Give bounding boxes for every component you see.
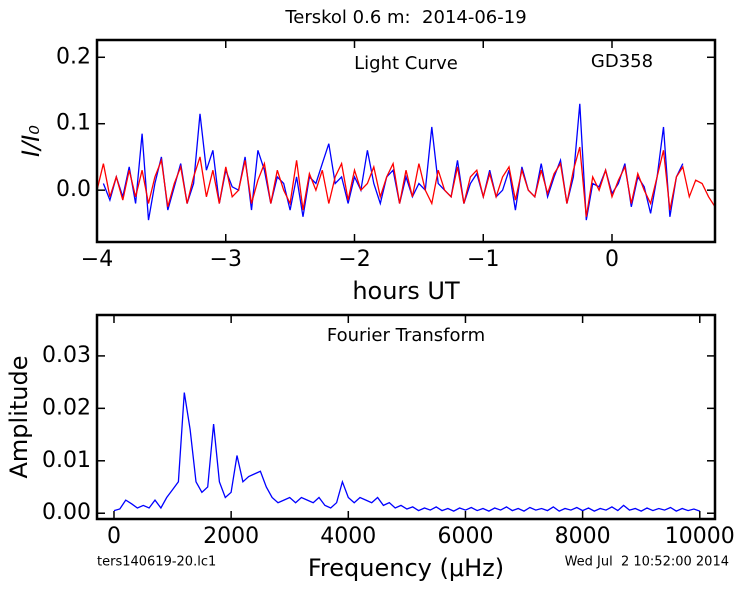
- y-tick-label: 0.00: [42, 500, 91, 525]
- chart-title: Terskol 0.6 m: 2014-06-19: [284, 7, 526, 28]
- x-tick-label: −1: [467, 247, 499, 272]
- footer-left: ters140619-20.lc1: [97, 555, 216, 570]
- x-tick-label: 8000: [555, 524, 611, 549]
- x-tick-label: −4: [81, 247, 113, 272]
- data-line: [113, 392, 701, 512]
- annotation: Fourier Transform: [327, 325, 485, 346]
- x-tick-label: −3: [210, 247, 242, 272]
- plot-frame: [95, 313, 717, 521]
- y-tick-label: 0.0: [56, 177, 91, 202]
- plot-frame: [95, 38, 717, 244]
- y-tick-label: 0.03: [42, 343, 91, 368]
- x-tick-label: −2: [338, 247, 370, 272]
- data-line: [102, 103, 684, 221]
- x-tick-label: 2000: [203, 524, 259, 549]
- y-tick-label: 0.01: [42, 448, 91, 473]
- y-tick-label: 0.2: [56, 44, 91, 69]
- x-tick-label: 0: [605, 247, 619, 272]
- footer-right: Wed Jul 2 10:52:00 2014: [565, 555, 729, 570]
- data-line: [97, 146, 715, 217]
- annotation: GD358: [591, 51, 653, 72]
- annotation: Light Curve: [354, 53, 458, 74]
- x-axis-label: hours UT: [352, 277, 460, 305]
- y-axis-label: I/I₀: [17, 125, 45, 157]
- x-tick-label: 0: [107, 524, 121, 549]
- y-axis-label: Amplitude: [5, 356, 33, 479]
- x-tick-label: 6000: [437, 524, 493, 549]
- x-tick-label: 10000: [665, 524, 735, 549]
- y-tick-label: 0.1: [56, 111, 91, 136]
- y-tick-label: 0.02: [42, 395, 91, 420]
- x-axis-label: Frequency (μHz): [308, 554, 504, 582]
- x-tick-label: 4000: [320, 524, 376, 549]
